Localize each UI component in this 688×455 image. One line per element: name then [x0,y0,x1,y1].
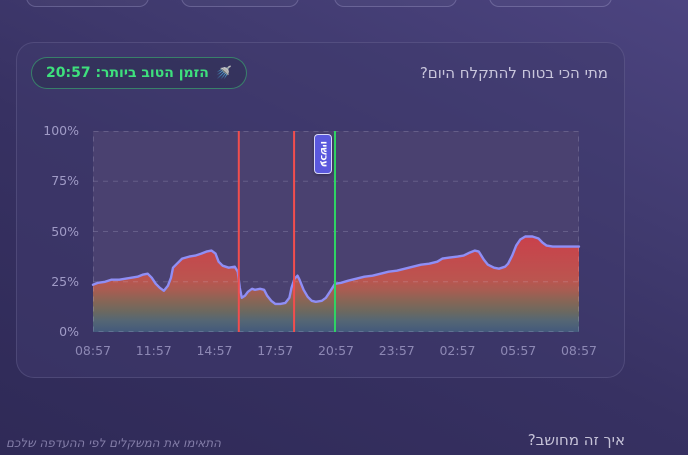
chart-svg [91,131,581,332]
how-calculated-heading: איך זה מחושב? [527,431,625,449]
shower-icon: 🚿 [215,65,233,81]
y-tick-label: 0% [59,324,79,339]
card-title: מתי הכי בטוח להתקלח היום? [419,64,608,82]
x-tick-label: 05:57 [500,343,537,358]
x-axis: 08:57 11:57 14:57 17:57 20:57 23:57 02:57 05:57… [75,343,597,361]
top-card-stub [334,0,457,7]
x-tick-label: 11:57 [135,343,172,358]
top-card-stub [181,0,299,7]
y-tick-label: 50% [51,223,79,239]
best-time-label: הזמן הטוב ביותר: 20:57 [46,65,209,81]
safety-line [91,235,581,306]
x-tick-label: 14:57 [196,343,233,358]
y-tick-label: 100% [43,123,79,138]
best-shower-time-card: מתי הכי בטוח להתקלח היום? 🚿 הזמן הטוב בי… [16,42,625,378]
y-axis: 100% 75% 50% 25% 0% [17,123,85,339]
now-label: עכשיו [313,134,332,174]
card-header: מתי הכי בטוח להתקלח היום? 🚿 הזמן הטוב בי… [31,57,608,89]
x-tick-label: 20:57 [317,343,355,358]
best-time-badge: 🚿 הזמן הטוב ביותר: 20:57 [31,57,248,89]
x-tick-label: 08:57 [560,343,598,358]
x-tick-label: 23:57 [378,343,415,358]
y-tick-label: 75% [51,173,79,189]
x-tick-label: 08:57 [74,343,112,358]
plot-frame [93,131,579,332]
top-card-stub [489,0,612,7]
top-card-stub [26,0,149,7]
x-tick-label: 02:57 [439,343,476,358]
adjust-weights-note: התאימו את המשקלים לפי ההעדפה שלכם [6,436,222,450]
x-tick-label: 17:57 [257,343,294,358]
chart-plot[interactable]: עכשיו [91,131,581,332]
y-tick-label: 25% [51,273,79,289]
